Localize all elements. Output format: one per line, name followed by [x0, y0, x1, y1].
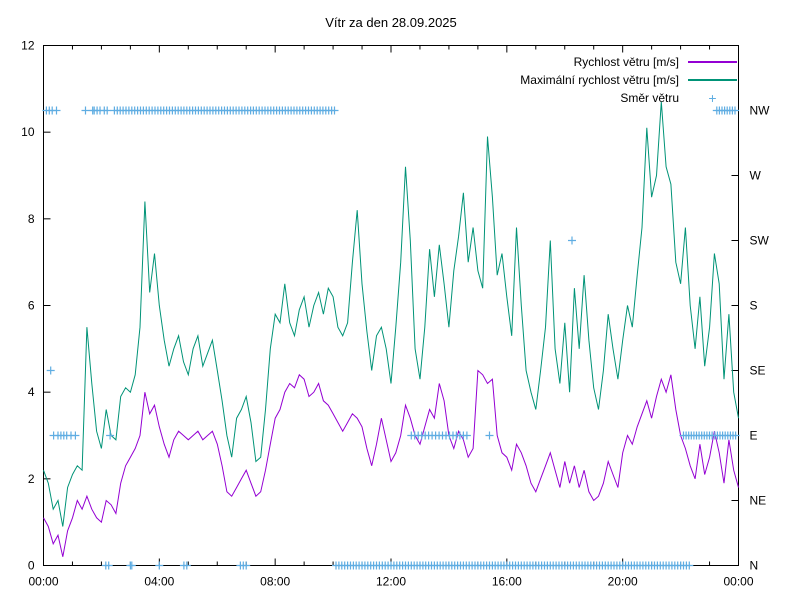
direction-axis-ticks: N NE E SE S SW W NW [731, 104, 771, 573]
wind-speed-line-sample [688, 61, 737, 63]
chart-title: Vítr za den 28.09.2025 [325, 15, 457, 30]
y-tick-label: 6 [28, 299, 35, 313]
direction-tick-label: W [750, 169, 762, 183]
x-tick-label: 16:00 [492, 575, 522, 589]
y-tick-label: 10 [21, 125, 35, 139]
y-tick-label: 4 [28, 385, 35, 399]
direction-tick-label: NE [750, 494, 767, 508]
legend-row-wind-direction: Směr větru + [520, 89, 737, 107]
direction-tick-label: N [750, 559, 759, 573]
direction-tick-label: SE [750, 364, 766, 378]
y-tick-label: 0 [28, 559, 35, 573]
y-tick-label: 8 [28, 212, 35, 226]
wind-direction-marker-sample: + [708, 90, 717, 106]
chart-legend: Rychlost větru [m/s] Maximální rychlost … [520, 53, 737, 107]
x-tick-label: 08:00 [260, 575, 290, 589]
legend-label-wind-direction: Směr větru [620, 91, 679, 105]
direction-tick-label: NW [750, 104, 771, 118]
legend-row-max-wind-speed: Maximální rychlost větru [m/s] [520, 71, 737, 89]
y-tick-label: 12 [21, 39, 35, 53]
x-tick-label: 00:00 [28, 575, 58, 589]
direction-tick-label: E [750, 429, 758, 443]
series-max-wind-speed [43, 101, 739, 527]
x-tick-label: 00:00 [723, 575, 753, 589]
max-wind-speed-line-sample [688, 79, 737, 81]
x-tick-label: 20:00 [608, 575, 638, 589]
legend-label-max-wind-speed: Maximální rychlost větru [m/s] [520, 73, 679, 87]
direction-tick-label: SW [750, 234, 770, 248]
y-axis-ticks: 0 2 4 6 8 10 12 [21, 39, 51, 573]
x-tick-label: 04:00 [144, 575, 174, 589]
y-tick-label: 2 [28, 472, 35, 486]
x-axis-ticks: 00:00 04:00 08:00 12:00 16:00 20:00 00:00 [28, 45, 754, 589]
direction-tick-label: S [750, 299, 758, 313]
series-wind-speed [43, 369, 739, 557]
legend-label-wind-speed: Rychlost větru [m/s] [573, 55, 679, 69]
x-tick-label: 12:00 [376, 575, 406, 589]
legend-row-wind-speed: Rychlost větru [m/s] [520, 53, 737, 71]
wind-direction-markers [42, 106, 740, 570]
